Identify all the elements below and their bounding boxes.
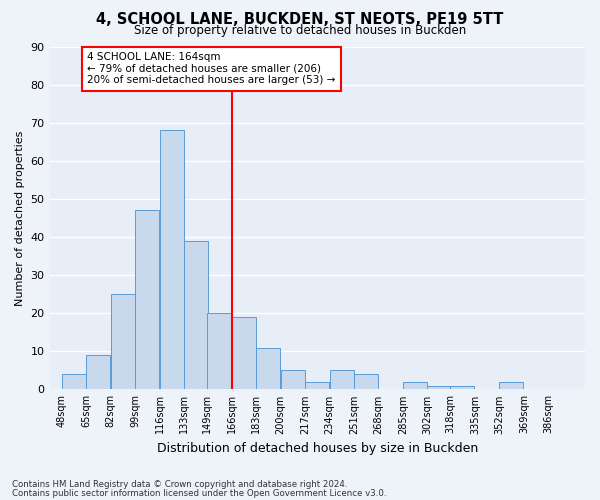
Bar — [232, 317, 256, 390]
Text: 4 SCHOOL LANE: 164sqm
← 79% of detached houses are smaller (206)
20% of semi-det: 4 SCHOOL LANE: 164sqm ← 79% of detached … — [87, 52, 335, 86]
Bar — [305, 382, 329, 390]
Bar — [207, 313, 231, 390]
Bar — [86, 355, 110, 390]
Bar — [111, 294, 135, 390]
Bar — [403, 382, 427, 390]
X-axis label: Distribution of detached houses by size in Buckden: Distribution of detached houses by size … — [157, 442, 478, 455]
Bar — [329, 370, 353, 390]
Y-axis label: Number of detached properties: Number of detached properties — [15, 130, 25, 306]
Bar — [451, 386, 475, 390]
Bar — [160, 130, 184, 390]
Bar — [256, 348, 280, 390]
Text: Size of property relative to detached houses in Buckden: Size of property relative to detached ho… — [134, 24, 466, 37]
Text: Contains public sector information licensed under the Open Government Licence v3: Contains public sector information licen… — [12, 488, 386, 498]
Bar — [62, 374, 86, 390]
Text: 4, SCHOOL LANE, BUCKDEN, ST NEOTS, PE19 5TT: 4, SCHOOL LANE, BUCKDEN, ST NEOTS, PE19 … — [97, 12, 503, 28]
Bar — [354, 374, 378, 390]
Bar — [427, 386, 451, 390]
Bar — [281, 370, 305, 390]
Bar — [499, 382, 523, 390]
Text: Contains HM Land Registry data © Crown copyright and database right 2024.: Contains HM Land Registry data © Crown c… — [12, 480, 347, 489]
Bar — [184, 241, 208, 390]
Bar — [135, 210, 159, 390]
